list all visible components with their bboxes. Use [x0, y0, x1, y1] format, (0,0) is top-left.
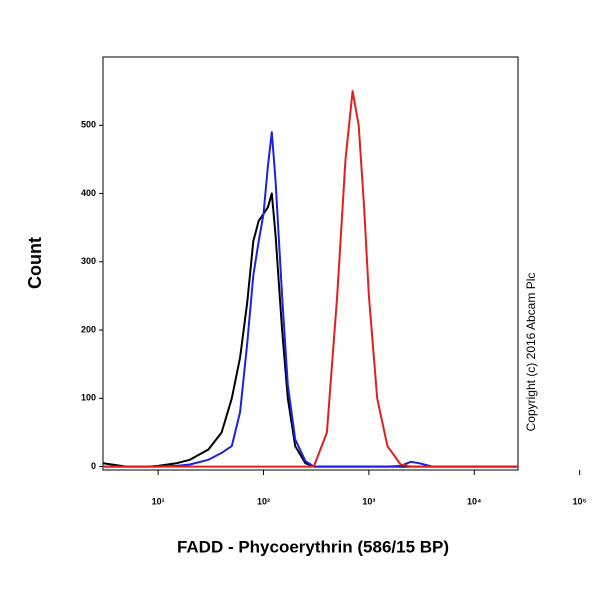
y-tick-label: 500	[81, 120, 96, 130]
x-tick-label: 10⁴	[467, 496, 481, 506]
x-axis-title: FADD - Phycoerythrin (586/15 BP)	[177, 537, 449, 556]
series-line	[103, 131, 518, 468]
y-tick-label: 400	[81, 188, 96, 198]
y-tick-label: 200	[81, 324, 96, 334]
y-tick-label: 0	[91, 461, 96, 471]
y-axis-title: Count	[25, 237, 45, 289]
x-tick-label: 10¹	[152, 496, 165, 506]
series-line	[103, 90, 518, 468]
x-tick-label: 10⁵	[573, 496, 587, 506]
y-tick-label: 300	[81, 256, 96, 266]
copyright-note: Copyright (c) 2016 Abcam Plc	[524, 273, 538, 432]
x-tick-label: 10³	[362, 496, 375, 506]
lines	[103, 90, 518, 468]
x-tick-label: 10²	[257, 496, 270, 506]
y-tick-label: 100	[81, 393, 96, 403]
plot-frame	[102, 56, 519, 471]
series-line	[103, 192, 518, 468]
